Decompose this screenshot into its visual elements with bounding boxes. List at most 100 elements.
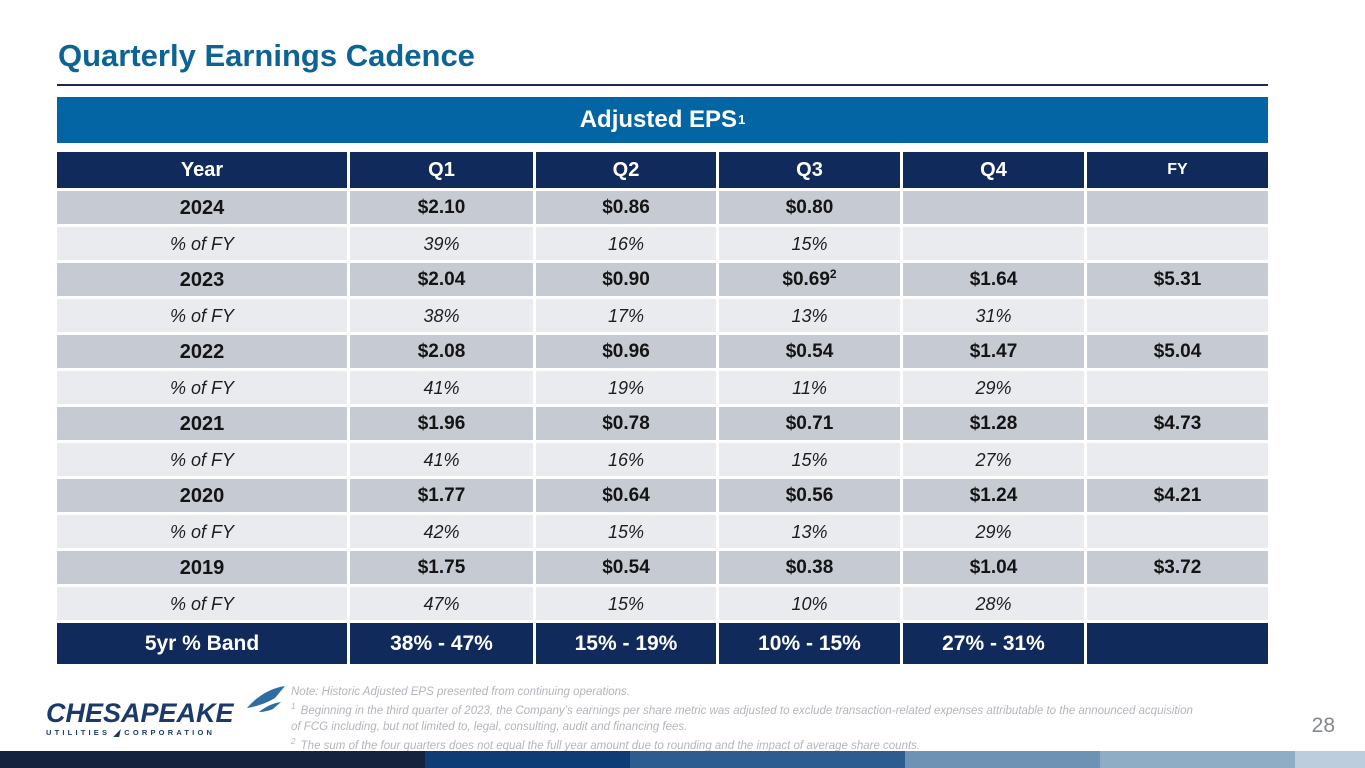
cell-2023-q1: $2.04 bbox=[350, 263, 533, 296]
title-underline bbox=[57, 84, 1268, 86]
cell-of-fy-q4: 31% bbox=[903, 299, 1084, 332]
cell-of-fy-q3: 11% bbox=[719, 371, 900, 404]
cell-2020-year: 2020 bbox=[57, 479, 347, 512]
column-header-q2: Q2 bbox=[536, 152, 716, 188]
cell-2022-q3: $0.54 bbox=[719, 335, 900, 368]
column-header-q4: Q4 bbox=[903, 152, 1084, 188]
cell-of-fy-q1: 41% bbox=[350, 371, 533, 404]
cell-of-fy-fy bbox=[1087, 515, 1268, 548]
cell-2020-q3: $0.56 bbox=[719, 479, 900, 512]
cell-2021-q4: $1.28 bbox=[903, 407, 1084, 440]
footnotes: Note: Historic Adjusted EPS presented fr… bbox=[291, 684, 1196, 754]
band-row-q1: 38% - 47% bbox=[350, 623, 533, 664]
band-row-fy bbox=[1087, 623, 1268, 664]
cell-2020-q4: $1.24 bbox=[903, 479, 1084, 512]
cell-2022-q1: $2.08 bbox=[350, 335, 533, 368]
logo-triangle-icon bbox=[113, 728, 122, 737]
cell-of-fy-q1: 42% bbox=[350, 515, 533, 548]
cell-2019-q4: $1.04 bbox=[903, 551, 1084, 584]
cell-2024-fy bbox=[1087, 191, 1268, 224]
cell-of-fy-q4 bbox=[903, 227, 1084, 260]
logo-subtitle-utilities: UTILITIES bbox=[46, 728, 111, 737]
band-row-q2: 15% - 19% bbox=[536, 623, 716, 664]
bottom-bar-segment-4 bbox=[905, 751, 1100, 768]
cell-of-fy-year: % of FY bbox=[57, 299, 347, 332]
bottom-bar-segment-6 bbox=[1295, 751, 1365, 768]
cell-of-fy-q1: 47% bbox=[350, 587, 533, 620]
cell-2019-year: 2019 bbox=[57, 551, 347, 584]
cell-of-fy-year: % of FY bbox=[57, 587, 347, 620]
cell-of-fy-fy bbox=[1087, 371, 1268, 404]
company-logo: CHESAPEAKE UTILITIES CORPORATION bbox=[46, 686, 285, 737]
cell-of-fy-q3: 10% bbox=[719, 587, 900, 620]
cell-2021-q3: $0.71 bbox=[719, 407, 900, 440]
cell-of-fy-q1: 38% bbox=[350, 299, 533, 332]
cell-2021-q1: $1.96 bbox=[350, 407, 533, 440]
footnote-1-marker: 1 bbox=[291, 701, 296, 711]
bottom-bar-segment-1 bbox=[0, 751, 425, 768]
banner-label: Adjusted EPS bbox=[579, 106, 738, 133]
page-number: 28 bbox=[1311, 714, 1335, 737]
cell-2023-q3: $0.69 2 bbox=[719, 263, 900, 296]
logo-subtitle: UTILITIES CORPORATION bbox=[46, 728, 271, 737]
cell-2020-q2: $0.64 bbox=[536, 479, 716, 512]
bottom-accent-bar bbox=[0, 751, 1365, 768]
cell-2019-q3: $0.38 bbox=[719, 551, 900, 584]
footnote-2-marker: 2 bbox=[291, 736, 296, 746]
cell-2022-year: 2022 bbox=[57, 335, 347, 368]
cell-of-fy-q4: 27% bbox=[903, 443, 1084, 476]
cell-of-fy-q4: 29% bbox=[903, 515, 1084, 548]
cell-2022-q4: $1.47 bbox=[903, 335, 1084, 368]
cell-of-fy-q3: 15% bbox=[719, 443, 900, 476]
cell-2022-fy: $5.04 bbox=[1087, 335, 1268, 368]
column-header-year: Year bbox=[57, 152, 347, 188]
cell-of-fy-q3: 15% bbox=[719, 227, 900, 260]
cell-2021-fy: $4.73 bbox=[1087, 407, 1268, 440]
cell-2019-q1: $1.75 bbox=[350, 551, 533, 584]
cell-of-fy-q2: 15% bbox=[536, 515, 716, 548]
cell-2019-fy: $3.72 bbox=[1087, 551, 1268, 584]
bottom-bar-segment-5 bbox=[1100, 751, 1295, 768]
table-banner: Adjusted EPS 1 bbox=[57, 97, 1268, 143]
cell-of-fy-q1: 39% bbox=[350, 227, 533, 260]
band-row-label: 5yr % Band bbox=[57, 623, 347, 664]
cell-of-fy-year: % of FY bbox=[57, 443, 347, 476]
cell-of-fy-fy bbox=[1087, 227, 1268, 260]
column-header-fy: FY bbox=[1087, 152, 1268, 188]
cell-of-fy-q4: 28% bbox=[903, 587, 1084, 620]
footnote-1: 1 Beginning in the third quarter of 2023… bbox=[291, 701, 1193, 734]
logo-subtitle-corporation: CORPORATION bbox=[124, 728, 216, 737]
cell-2024-q4 bbox=[903, 191, 1084, 224]
band-row-q4: 27% - 31% bbox=[903, 623, 1084, 664]
cell-of-fy-q4: 29% bbox=[903, 371, 1084, 404]
cell-2023-fy: $5.31 bbox=[1087, 263, 1268, 296]
osprey-bird-icon bbox=[247, 686, 285, 712]
cell-of-fy-year: % of FY bbox=[57, 371, 347, 404]
band-row-q3: 10% - 15% bbox=[719, 623, 900, 664]
cell-2024-q1: $2.10 bbox=[350, 191, 533, 224]
logo-name: CHESAPEAKE bbox=[46, 698, 234, 728]
cell-of-fy-q1: 41% bbox=[350, 443, 533, 476]
cell-2021-q2: $0.78 bbox=[536, 407, 716, 440]
cell-2023-q4: $1.64 bbox=[903, 263, 1084, 296]
cell-2023-q2: $0.90 bbox=[536, 263, 716, 296]
cell-of-fy-fy bbox=[1087, 587, 1268, 620]
cell-of-fy-q2: 16% bbox=[536, 227, 716, 260]
cell-of-fy-year: % of FY bbox=[57, 515, 347, 548]
footnote-2: 2 The sum of the four quarters does not … bbox=[291, 736, 921, 752]
cell-2023-year: 2023 bbox=[57, 263, 347, 296]
cell-2021-year: 2021 bbox=[57, 407, 347, 440]
cell-of-fy-q3: 13% bbox=[719, 515, 900, 548]
cell-of-fy-q2: 15% bbox=[536, 587, 716, 620]
cell-2022-q2: $0.96 bbox=[536, 335, 716, 368]
cell-2024-q2: $0.86 bbox=[536, 191, 716, 224]
bottom-bar-segment-3 bbox=[630, 751, 905, 768]
column-header-q3: Q3 bbox=[719, 152, 900, 188]
cell-of-fy-fy bbox=[1087, 443, 1268, 476]
cell-of-fy-q3: 13% bbox=[719, 299, 900, 332]
cell-of-fy-fy bbox=[1087, 299, 1268, 332]
cell-2019-q2: $0.54 bbox=[536, 551, 716, 584]
cell-2020-q1: $1.77 bbox=[350, 479, 533, 512]
cell-of-fy-year: % of FY bbox=[57, 227, 347, 260]
